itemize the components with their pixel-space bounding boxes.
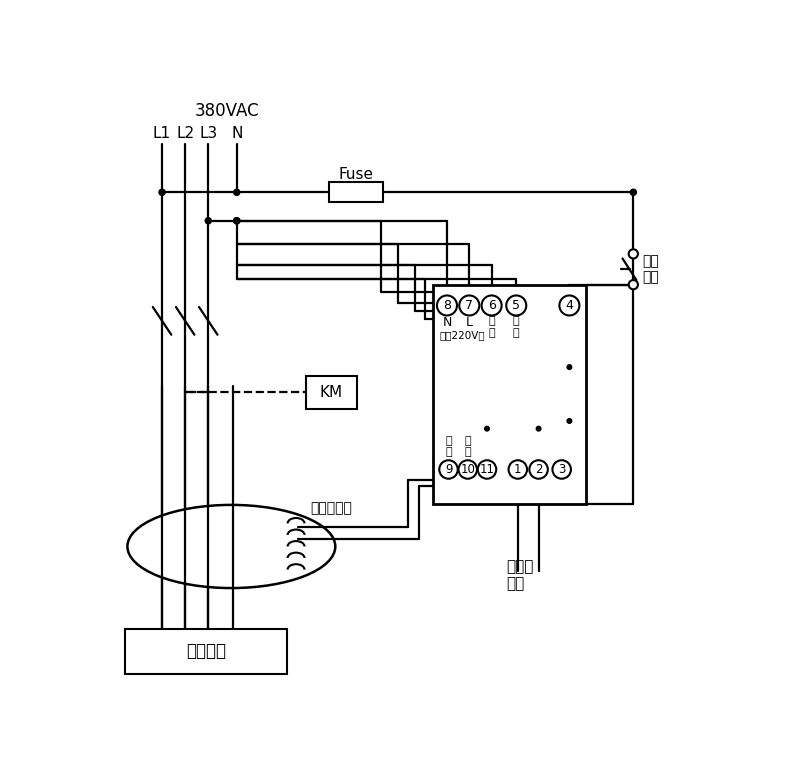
Text: 6: 6 [488,299,495,312]
Circle shape [530,460,548,479]
Text: 11: 11 [479,463,494,476]
Bar [306,376,357,409]
Text: 3: 3 [558,463,566,476]
Circle shape [630,189,636,195]
Text: 380VAC: 380VAC [194,102,259,119]
Bar [329,182,383,202]
Circle shape [485,426,490,431]
Circle shape [437,295,457,316]
Text: L: L [466,316,473,329]
Circle shape [567,365,572,369]
Text: L3: L3 [199,127,218,141]
Circle shape [509,460,527,479]
Circle shape [567,419,572,423]
Text: 试
验: 试 验 [513,316,519,338]
Circle shape [559,295,579,316]
Text: 信
号: 信 号 [465,436,471,457]
Circle shape [234,218,240,224]
Bar [125,629,287,673]
Circle shape [478,460,496,479]
Text: 5: 5 [512,299,520,312]
Circle shape [205,218,211,224]
Text: 8: 8 [443,299,451,312]
Circle shape [536,426,541,431]
Circle shape [506,295,526,316]
Text: 接声光
报警: 接声光 报警 [506,558,534,591]
Text: 10: 10 [460,463,475,476]
Ellipse shape [127,505,335,588]
Text: L1: L1 [153,127,171,141]
Text: 试
验: 试 验 [488,316,495,338]
Text: 自锁
开关: 自锁 开关 [642,254,659,284]
Text: Fuse: Fuse [338,167,374,182]
Text: N: N [231,127,242,141]
Circle shape [159,189,165,195]
Text: 电源220V～: 电源220V～ [439,330,485,340]
Text: 用户设备: 用户设备 [186,642,226,660]
Circle shape [459,295,479,316]
Text: KM: KM [320,385,343,400]
Text: 零序互感器: 零序互感器 [310,501,352,515]
Text: 2: 2 [535,463,542,476]
Text: 1: 1 [514,463,522,476]
Circle shape [458,460,477,479]
Circle shape [482,295,502,316]
Circle shape [553,460,571,479]
Text: 9: 9 [445,463,452,476]
Circle shape [234,189,240,195]
Circle shape [629,249,638,259]
Text: 7: 7 [466,299,474,312]
Circle shape [234,218,240,224]
Text: L2: L2 [176,127,194,141]
Text: N: N [442,316,452,329]
Text: 4: 4 [566,299,574,312]
Text: 信
号: 信 号 [445,436,452,457]
Bar [433,285,586,504]
Circle shape [439,460,458,479]
Circle shape [629,280,638,289]
